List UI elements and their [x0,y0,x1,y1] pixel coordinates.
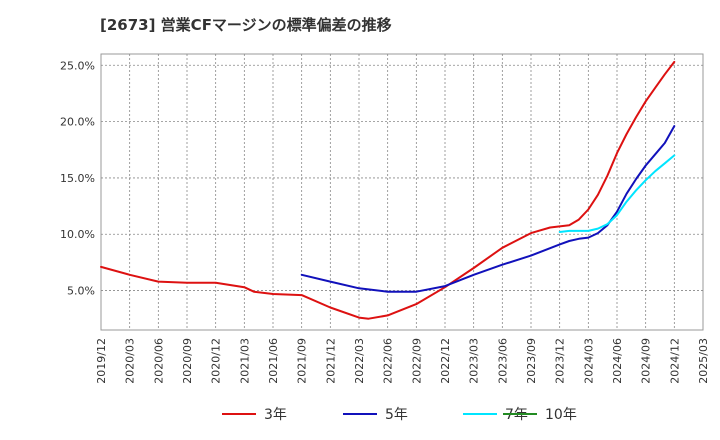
plot-area [100,53,704,331]
x-tick-label: 2021/03 [238,338,251,384]
y-tick-label: 5.0% [67,285,95,298]
x-tick-label: 2023/12 [554,338,567,384]
x-tick-label: 2020/06 [152,338,165,384]
y-tick-label: 25.0% [60,59,95,72]
series-line [558,154,676,233]
series-line [300,125,676,293]
y-tick-label: 20.0% [60,116,95,129]
x-tick-label: 2023/03 [468,338,481,384]
x-tick-label: 2020/03 [124,338,137,384]
x-tick-label: 2023/09 [525,338,538,384]
x-tick-label: 2024/09 [640,338,653,384]
series-line [100,60,676,320]
y-tick-label: 10.0% [60,228,95,241]
x-tick-label: 2023/06 [496,338,509,384]
x-tick-label: 2025/03 [697,338,710,384]
x-tick-label: 2020/09 [181,338,194,384]
x-tick-label: 2024/03 [582,338,595,384]
chart-title: [2673] 営業CFマージンの標準偏差の推移 [100,16,392,34]
x-tick-label: 2021/12 [324,338,337,384]
y-axis-ticks: 5.0% 10.0% 15.0% 20.0% 25.0% [60,59,95,297]
x-tick-label: 2022/09 [410,338,423,384]
x-tick-label: 2020/12 [210,338,223,384]
x-tick-label: 2021/06 [267,338,280,384]
legend-label: 5年 [385,407,408,423]
legend: 3年5年7年10年 [222,407,577,423]
legend-label: 10年 [545,407,577,423]
grid [101,54,703,330]
x-tick-label: 2019/12 [95,338,108,384]
x-tick-label: 2022/12 [439,338,452,384]
series-lines [100,60,676,320]
y-tick-label: 15.0% [60,172,95,185]
x-tick-label: 2021/09 [296,338,309,384]
x-axis-ticks: 2019/12 2020/03 2020/06 2020/09 2020/12 2021/… [95,338,710,384]
legend-label: 3年 [264,407,287,423]
x-tick-label: 2022/06 [382,338,395,384]
x-tick-label: 2022/03 [353,338,366,384]
x-tick-label: 2024/06 [611,338,624,384]
x-tick-label: 2024/12 [668,338,681,384]
